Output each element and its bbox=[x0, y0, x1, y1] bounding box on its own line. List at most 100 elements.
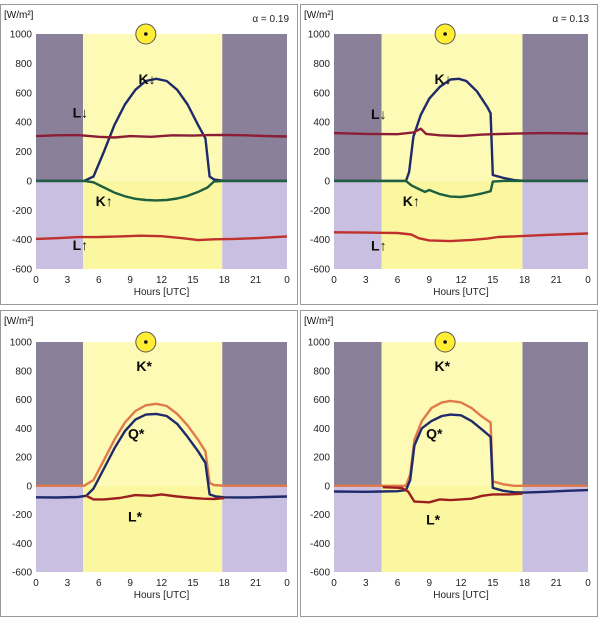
night-band-evening-lower bbox=[222, 180, 287, 269]
y-tick-label: 1000 bbox=[10, 30, 33, 41]
night-band-morning bbox=[334, 34, 382, 181]
x-tick-label: 12 bbox=[156, 275, 168, 286]
unit-label: [W/m²] bbox=[304, 10, 334, 21]
series-line-l-down bbox=[35, 133, 288, 139]
series-label-q-star: Q* bbox=[128, 425, 145, 441]
series-label-k-down: K↓ bbox=[138, 71, 155, 87]
x-tick-label: 0 bbox=[331, 578, 337, 589]
series-label-k-up: K↑ bbox=[403, 193, 420, 209]
x-tick-label: 0 bbox=[585, 578, 591, 589]
x-tick-label: 9 bbox=[426, 578, 432, 589]
y-tick-label: 800 bbox=[313, 59, 330, 70]
y-tick-label: 600 bbox=[15, 395, 32, 406]
x-tick-label: 3 bbox=[363, 578, 369, 589]
y-tick-label: 800 bbox=[15, 59, 32, 70]
night-band-morning bbox=[334, 342, 382, 486]
unit-label: [W/m²] bbox=[304, 316, 334, 327]
series-label-k-down: K↓ bbox=[435, 71, 452, 87]
series-label-l-up: L↑ bbox=[371, 238, 387, 254]
x-tick-label: 6 bbox=[395, 275, 401, 286]
y-tick-label: -200 bbox=[12, 206, 32, 217]
sun-center-dot bbox=[144, 32, 148, 36]
x-axis-title: Hours [UTC] bbox=[433, 590, 489, 601]
night-band-evening bbox=[222, 34, 287, 181]
series-label-q-star: Q* bbox=[426, 425, 443, 441]
x-tick-label: 15 bbox=[187, 275, 199, 286]
x-tick-label: 6 bbox=[96, 275, 102, 286]
y-tick-label: 200 bbox=[15, 147, 32, 158]
y-tick-label: 0 bbox=[324, 176, 330, 187]
y-tick-label: -400 bbox=[12, 235, 32, 246]
y-tick-label: 400 bbox=[15, 118, 32, 129]
night-band-evening bbox=[522, 34, 588, 181]
background-bands bbox=[36, 34, 287, 269]
y-tick-label: 0 bbox=[26, 481, 32, 492]
albedo-label: α = 0.13 bbox=[552, 14, 589, 25]
night-band-evening-lower bbox=[222, 485, 287, 572]
albedo-label: α = 0.19 bbox=[252, 14, 289, 25]
night-band-evening-lower bbox=[522, 180, 588, 269]
series-line-l-star bbox=[85, 493, 225, 501]
y-tick-label: -200 bbox=[310, 206, 330, 217]
y-tick-label: 400 bbox=[313, 424, 330, 435]
x-tick-label: 6 bbox=[96, 578, 102, 589]
night-band-evening bbox=[222, 342, 287, 486]
x-tick-label: 12 bbox=[156, 578, 168, 589]
day-band bbox=[381, 34, 523, 181]
sun-icon bbox=[135, 23, 157, 45]
y-tick-label: 400 bbox=[313, 118, 330, 129]
series-line-q-star bbox=[333, 413, 589, 494]
series-line-k-star bbox=[36, 402, 287, 487]
x-tick-label: 21 bbox=[250, 578, 262, 589]
day-band-lower bbox=[83, 180, 223, 269]
night-band-morning bbox=[36, 34, 84, 181]
y-tick-label: -400 bbox=[12, 539, 32, 550]
sun-center-dot bbox=[443, 340, 447, 344]
x-tick-label: 15 bbox=[487, 275, 499, 286]
x-tick-label: 18 bbox=[219, 578, 231, 589]
series-label-k-star: K* bbox=[435, 358, 451, 374]
background-bands bbox=[36, 342, 287, 572]
x-axis-title: Hours [UTC] bbox=[134, 287, 190, 298]
y-tick-label: -400 bbox=[310, 539, 330, 550]
y-tick-label: 0 bbox=[26, 176, 32, 187]
series-label-l-down: L↓ bbox=[73, 105, 89, 121]
night-band-morning bbox=[36, 342, 84, 486]
y-tick-label: 200 bbox=[313, 453, 330, 464]
y-tick-label: 600 bbox=[313, 88, 330, 99]
x-tick-label: 3 bbox=[65, 578, 71, 589]
x-tick-label: 6 bbox=[395, 578, 401, 589]
unit-label: [W/m²] bbox=[4, 316, 34, 327]
y-tick-label: 1000 bbox=[308, 338, 331, 349]
y-tick-label: 200 bbox=[313, 147, 330, 158]
series-line-q-star bbox=[35, 412, 288, 499]
x-tick-label: 9 bbox=[426, 275, 432, 286]
y-tick-label: -600 bbox=[12, 568, 32, 579]
x-tick-label: 9 bbox=[127, 275, 133, 286]
y-tick-label: 1000 bbox=[10, 338, 33, 349]
series-line-l-star bbox=[382, 486, 523, 504]
x-tick-label: 0 bbox=[284, 578, 290, 589]
x-tick-label: 18 bbox=[219, 275, 231, 286]
series-line-k-down bbox=[36, 77, 287, 183]
x-tick-label: 3 bbox=[65, 275, 71, 286]
sun-icon bbox=[434, 23, 456, 45]
series-line-l-up bbox=[35, 234, 288, 242]
sun-icon bbox=[434, 331, 456, 353]
background-bands bbox=[334, 342, 588, 572]
y-tick-label: -400 bbox=[310, 235, 330, 246]
y-tick-label: -600 bbox=[12, 265, 32, 276]
series-label-l-up: L↑ bbox=[73, 237, 89, 253]
sun-center-dot bbox=[443, 32, 447, 36]
series-label-l-down: L↓ bbox=[371, 106, 387, 122]
y-tick-label: -200 bbox=[310, 510, 330, 521]
y-tick-label: 600 bbox=[313, 395, 330, 406]
x-tick-label: 3 bbox=[363, 275, 369, 286]
series-label-k-star: K* bbox=[136, 358, 152, 374]
y-tick-label: 400 bbox=[15, 424, 32, 435]
y-tick-label: -200 bbox=[12, 510, 32, 521]
